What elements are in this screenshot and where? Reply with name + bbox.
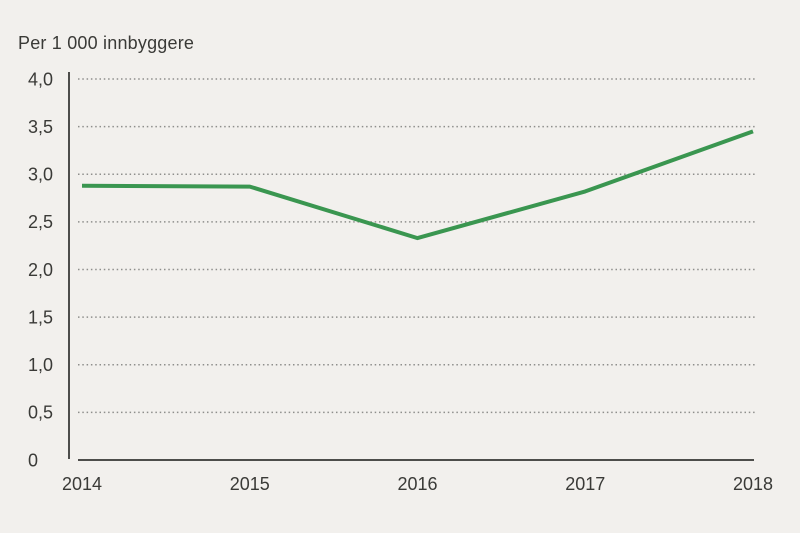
y-tick-label: 2,5: [28, 212, 53, 232]
y-tick-label: 0: [28, 450, 38, 470]
data-line: [81, 129, 754, 241]
y-tick-label: 3,0: [28, 165, 53, 185]
x-tick-label: 2018: [733, 474, 773, 494]
chart-unit-label: Per 1 000 innbyggere: [18, 33, 195, 53]
y-tick-label: 4,0: [28, 69, 53, 89]
y-tick-label: 0,5: [28, 403, 53, 423]
y-tick-label: 1,5: [28, 307, 53, 327]
y-tick-label: 3,5: [28, 117, 53, 137]
y-tick-label: 2,0: [28, 260, 53, 280]
x-tick-label: 2016: [397, 474, 437, 494]
x-tick-label: 2015: [230, 474, 270, 494]
x-tick-label: 2014: [62, 474, 102, 494]
x-tick-label: 2017: [565, 474, 605, 494]
y-tick-label: 1,0: [28, 355, 53, 375]
